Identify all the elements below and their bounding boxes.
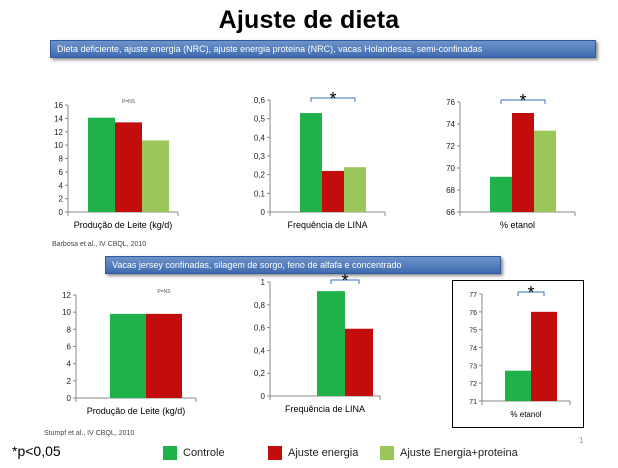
y-tick-label: 2 [59,195,64,204]
y-tick-label: 75 [469,328,477,335]
y-tick-label: 0,4 [254,133,266,142]
y-tick-label: 8 [59,155,64,164]
chart-6-ethanol-study2: 71 72 73 74 75 76 77 % etanol * [452,280,584,428]
y-tick-label: 0,4 [254,346,266,355]
bar-controle [490,176,512,212]
y-tick-label: 0,2 [254,171,266,180]
y-tick-label: 0,8 [254,301,266,310]
y-tick-label: 0,5 [254,115,266,124]
x-axis-label: % etanol [500,220,535,230]
significance-bracket [310,97,356,102]
bar-controle [88,117,115,212]
significance-bracket [500,99,546,104]
citation-2: Stumpf et al., IV CBQL, 2010 [44,430,135,437]
banner-study-2: Vacas jersey confinadas, silagem de sorg… [105,256,501,274]
x-axis-label: Frequência de LINA [287,220,367,230]
x-axis-label: Frequência de LINA [285,404,365,414]
y-tick-label: 77 [469,292,477,299]
legend-swatch-ajuste-energia [268,446,282,460]
y-tick-label: 0 [261,392,266,401]
y-tick-label: 73 [469,363,477,370]
y-tick-label: 4 [67,360,72,369]
y-tick-label: 71 [469,399,477,406]
x-axis-label: % etanol [510,410,541,419]
y-tick-label: 0 [59,208,64,217]
y-tick-label: 74 [446,120,455,129]
bar-ajuste-energia-proteina [344,167,366,212]
legend-item-controle: Controle [163,446,225,460]
bar-controle [505,370,531,401]
x-axis-label: Produção de Leite (kg/d) [87,406,186,416]
legend-swatch-ajuste-energia-proteina [380,446,394,460]
significance-star: * [527,283,534,303]
y-tick-label: 10 [54,141,63,150]
y-tick-label: 76 [446,98,455,107]
y-tick-label: 0,1 [254,189,266,198]
y-tick-label: 66 [446,208,455,217]
chart-1-milk-production-study1: 0 2 4 6 8 10 12 14 16 Produção de Leite (kg/d) P=N… [28,90,208,240]
y-tick-label: 14 [54,114,63,123]
y-tick-label: 72 [469,381,477,388]
y-tick-label: 12 [62,291,71,300]
y-tick-label: 76 [469,310,477,317]
y-tick-label: 72 [446,142,455,151]
bar-controle [317,291,345,396]
y-tick-label: 0,3 [254,152,266,161]
x-axis-label: Produção de Leite (kg/d) [74,220,173,230]
annotation: P=NS [122,99,136,105]
significance-bracket [517,291,545,296]
y-tick-label: 16 [54,101,63,110]
y-tick-label: 68 [446,186,455,195]
chart-2-lina-frequency-study1: 0 0,1 0,2 0,3 0,4 0,5 0,6 Frequência de LINA * [238,89,428,240]
banner-study-1: Dieta deficiente, ajuste energia (NRC), … [50,40,596,58]
legend-label-ajuste-energia: Ajuste energia [288,447,359,459]
legend-swatch-controle [163,446,177,460]
bar-controle [110,313,146,398]
bar-ajuste-energia-proteina [534,130,556,212]
y-tick-label: 6 [67,343,72,352]
y-tick-label: 0 [67,394,72,403]
y-tick-label: 8 [67,325,72,334]
chart-border [452,280,584,428]
page-number: 1 [579,436,584,445]
y-tick-label: 4 [59,181,64,190]
legend-item-ajuste-energia: Ajuste energia [268,446,358,460]
y-tick-label: 12 [54,128,63,137]
page-title: Ajuste de dieta [218,6,400,34]
significance-star: * [329,90,336,109]
bar-ajuste-energia [531,311,557,401]
y-tick-label: 6 [59,168,64,177]
significance-star: * [341,271,348,291]
bar-ajuste-energia [322,170,344,212]
y-tick-label: 0,6 [254,96,266,105]
bar-ajuste-energia [512,113,534,212]
y-tick-label: 1 [261,278,266,287]
significance-note: *p<0,05 [12,443,61,459]
significance-bracket [330,279,360,284]
legend-item-ajuste-energia-proteina: Ajuste Energia+proteina [380,446,518,460]
y-tick-label: 0,2 [254,369,266,378]
y-tick-label: 0,6 [254,324,266,333]
bar-ajuste-energia-proteina [142,140,169,212]
legend-label-ajuste-energia-proteina: Ajuste Energia+proteina [400,447,518,459]
y-tick-label: 74 [469,346,477,353]
bar-ajuste-energia [115,122,142,212]
annotation: P=NS [157,289,171,295]
chart-4-milk-production-study2: 0 2 4 6 8 10 12 Produção de Leite (kg/d) P=NS [38,280,228,430]
chart-3-ethanol-study1: 66 68 70 72 74 76 % etanol * [430,80,600,240]
bar-ajuste-energia [146,313,182,398]
y-tick-label: 0 [261,208,266,217]
bar-ajuste-energia [345,328,373,396]
bar-controle [300,113,322,212]
citation-1: Barbosa et al., IV CBQL, 2010 [52,241,147,248]
y-tick-label: 70 [446,164,455,173]
y-tick-label: 2 [67,377,72,386]
chart-5-lina-frequency-study2: 0 0,2 0,4 0,6 0,8 1 Frequência de LINA * [238,270,408,430]
legend-label-controle: Controle [183,447,225,459]
y-tick-label: 10 [62,308,71,317]
significance-star: * [519,91,526,111]
